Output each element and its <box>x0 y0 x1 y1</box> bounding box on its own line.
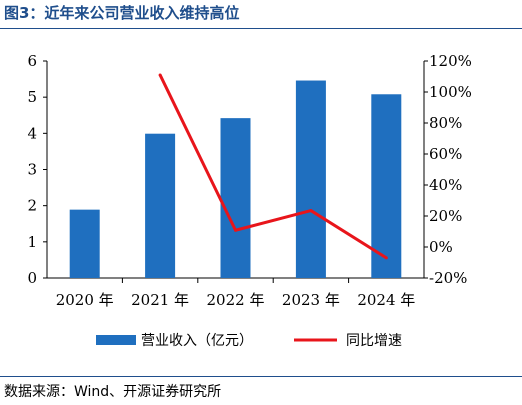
revenue-bar <box>371 94 402 278</box>
right-tick-label: 40% <box>429 176 462 194</box>
growth-line <box>158 73 388 260</box>
title-divider <box>0 28 522 29</box>
left-tick-label: 0 <box>27 269 37 287</box>
bottom-divider <box>0 376 522 377</box>
growth-point <box>309 209 313 213</box>
x-tick-label: 2023 年 <box>282 291 340 309</box>
revenue-bars <box>69 80 402 278</box>
x-tick-label: 2021 年 <box>131 291 189 309</box>
growth-point <box>234 228 237 232</box>
x-tick-label: 2022 年 <box>207 291 265 309</box>
right-tick-label: 80% <box>429 114 462 132</box>
legend-swatch-revenue <box>96 335 136 345</box>
legend-label-revenue: 营业收入（亿元） <box>141 333 253 349</box>
left-tick-label: 1 <box>27 233 37 251</box>
tick-labels: 0 1 2 3 4 5 6 -20% 0% 20% 40% 60% 80% 100% 120% 2020 年 2… <box>27 52 471 309</box>
revenue-bar <box>295 80 326 278</box>
right-tick-label: 0% <box>429 238 453 256</box>
left-tick-label: 4 <box>27 124 37 142</box>
revenue-bar <box>69 209 100 278</box>
revenue-growth-chart: 0 1 2 3 4 5 6 -20% 0% 20% 40% 60% 80% 100% 120% 2020 年 2… <box>27 52 471 349</box>
right-tick-label: 20% <box>429 207 462 225</box>
legend-label-growth: 同比增速 <box>346 333 402 349</box>
left-tick-label: 2 <box>27 197 37 215</box>
left-tick-label: 6 <box>27 52 37 70</box>
right-tick-label: 120% <box>429 52 472 70</box>
x-tick-label: 2024 年 <box>357 291 415 309</box>
right-tick-label: 60% <box>429 145 462 163</box>
right-tick-label: 100% <box>429 83 472 101</box>
left-tick-label: 5 <box>27 88 37 106</box>
source-note: 数据来源：Wind、开源证券研究所 <box>4 384 222 400</box>
revenue-bar <box>220 118 251 278</box>
chart-legend: 营业收入（亿元） 同比增速 <box>96 333 402 349</box>
revenue-bar <box>145 133 176 278</box>
growth-line-path <box>158 74 388 260</box>
figure-title: 图3：近年来公司营业收入维持高位 <box>4 4 240 22</box>
growth-point <box>158 73 162 77</box>
x-tick-label: 2020 年 <box>56 291 114 309</box>
growth-point <box>384 256 388 260</box>
left-tick-label: 3 <box>27 161 37 179</box>
right-tick-label: -20% <box>429 269 467 287</box>
